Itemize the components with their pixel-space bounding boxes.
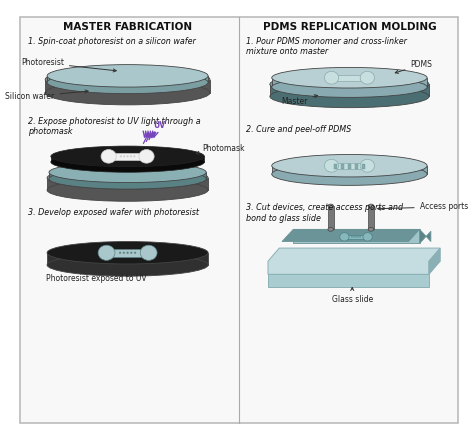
Ellipse shape — [127, 155, 128, 157]
Ellipse shape — [351, 236, 352, 237]
Ellipse shape — [134, 155, 135, 157]
Ellipse shape — [45, 67, 210, 92]
Ellipse shape — [360, 159, 374, 172]
Text: Master: Master — [281, 95, 318, 106]
Ellipse shape — [270, 73, 429, 95]
Ellipse shape — [47, 242, 208, 264]
Bar — [362, 164, 365, 169]
Polygon shape — [272, 78, 427, 87]
Bar — [334, 164, 337, 169]
Ellipse shape — [324, 159, 339, 172]
Ellipse shape — [140, 245, 157, 260]
Polygon shape — [293, 229, 419, 243]
Text: Photomask: Photomask — [196, 144, 245, 154]
Bar — [345, 235, 367, 239]
Ellipse shape — [368, 227, 374, 231]
Ellipse shape — [47, 254, 208, 276]
Polygon shape — [47, 253, 208, 265]
Ellipse shape — [98, 245, 115, 260]
Ellipse shape — [360, 71, 374, 84]
Ellipse shape — [47, 71, 208, 94]
Text: 1. Pour PDMS monomer and cross-linker
mixture onto master: 1. Pour PDMS monomer and cross-linker mi… — [246, 37, 407, 56]
Bar — [368, 206, 374, 229]
Bar — [109, 153, 146, 160]
Ellipse shape — [123, 155, 125, 157]
Ellipse shape — [360, 236, 361, 237]
Ellipse shape — [363, 233, 372, 241]
Polygon shape — [51, 156, 204, 162]
FancyBboxPatch shape — [20, 17, 458, 423]
Ellipse shape — [354, 236, 355, 237]
Ellipse shape — [47, 167, 208, 189]
Ellipse shape — [49, 162, 206, 183]
Text: 1. Spin-coat photoresist on a silicon wafer: 1. Spin-coat photoresist on a silicon wa… — [28, 37, 196, 45]
Ellipse shape — [357, 236, 358, 237]
Ellipse shape — [127, 252, 128, 254]
Ellipse shape — [328, 204, 334, 208]
Ellipse shape — [340, 233, 349, 241]
Ellipse shape — [120, 155, 122, 157]
Text: 3. Develop exposed wafer with photoresist: 3. Develop exposed wafer with photoresis… — [28, 208, 200, 217]
Ellipse shape — [51, 146, 204, 167]
Ellipse shape — [272, 163, 427, 185]
Ellipse shape — [123, 252, 125, 254]
Text: 2. Expose photoresist to UV light through a
photomask: 2. Expose photoresist to UV light throug… — [28, 117, 201, 136]
Ellipse shape — [130, 252, 132, 254]
Ellipse shape — [101, 150, 116, 163]
Ellipse shape — [272, 77, 427, 97]
Ellipse shape — [119, 252, 121, 254]
Polygon shape — [272, 166, 427, 174]
Text: 3. Cut devices, create access ports and
bond to glass slide: 3. Cut devices, create access ports and … — [246, 203, 403, 223]
Polygon shape — [47, 178, 208, 190]
Ellipse shape — [272, 154, 427, 177]
Bar — [107, 249, 149, 257]
Ellipse shape — [139, 150, 154, 163]
Bar — [355, 164, 358, 169]
Polygon shape — [419, 229, 431, 243]
Polygon shape — [270, 84, 429, 96]
Polygon shape — [49, 172, 206, 179]
Polygon shape — [268, 248, 440, 274]
Ellipse shape — [270, 85, 429, 108]
Ellipse shape — [49, 169, 206, 189]
Ellipse shape — [47, 65, 208, 87]
Bar — [331, 74, 367, 81]
Ellipse shape — [368, 204, 374, 208]
Ellipse shape — [324, 71, 339, 84]
Text: PDMS: PDMS — [395, 60, 432, 73]
Polygon shape — [429, 248, 440, 274]
Polygon shape — [47, 76, 208, 82]
Bar — [328, 206, 334, 229]
Ellipse shape — [47, 179, 208, 201]
Bar — [331, 162, 367, 169]
Polygon shape — [45, 80, 210, 93]
Ellipse shape — [134, 252, 136, 254]
Ellipse shape — [51, 152, 204, 172]
Polygon shape — [268, 274, 429, 287]
Bar — [348, 164, 351, 169]
Ellipse shape — [130, 155, 132, 157]
Text: PDMS REPLICATION MOLDING: PDMS REPLICATION MOLDING — [263, 22, 436, 32]
Text: Photoresist exposed to UV: Photoresist exposed to UV — [46, 266, 147, 283]
Text: MASTER FABRICATION: MASTER FABRICATION — [63, 22, 192, 32]
Ellipse shape — [272, 67, 427, 88]
Text: UV: UV — [154, 121, 165, 130]
Polygon shape — [282, 229, 419, 242]
Ellipse shape — [328, 227, 334, 231]
Text: Access ports: Access ports — [378, 202, 468, 211]
Bar — [341, 164, 344, 169]
Text: Silicon wafer: Silicon wafer — [6, 90, 88, 101]
Text: Photoresist: Photoresist — [21, 58, 116, 72]
Ellipse shape — [45, 81, 210, 105]
Text: Glass slide: Glass slide — [332, 287, 373, 304]
Text: 2. Cure and peel-off PDMS: 2. Cure and peel-off PDMS — [246, 125, 352, 133]
